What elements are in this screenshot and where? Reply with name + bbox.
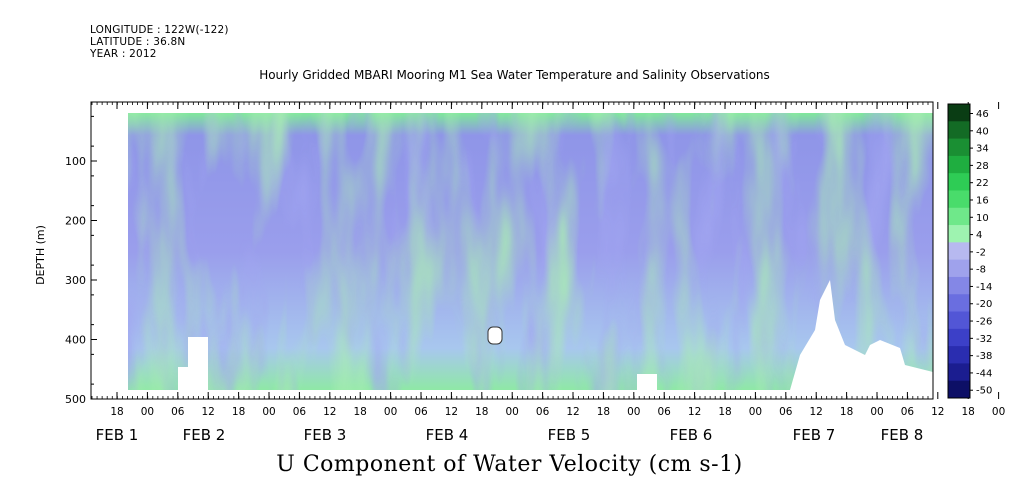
- colorbar-swatch: [948, 155, 970, 174]
- x-hour-label: 12: [323, 406, 336, 418]
- colorbar-swatch: [948, 242, 970, 261]
- x-hour-label: 00: [992, 406, 1005, 418]
- colorbar-frame: [947, 103, 971, 399]
- x-hour-label: 12: [931, 406, 944, 418]
- x-hour-label: 00: [870, 406, 883, 418]
- x-hour-label: 00: [506, 406, 519, 418]
- x-date-label: FEB 4: [426, 426, 469, 444]
- colorbar-swatch: [948, 173, 970, 191]
- x-hour-label: 18: [110, 406, 123, 418]
- chart-title: Hourly Gridded MBARI Mooring M1 Sea Wate…: [259, 68, 770, 82]
- x-date-label: FEB 3: [304, 426, 347, 444]
- colorbar-swatch: [948, 346, 970, 364]
- missing-data-region: [487, 326, 503, 345]
- x-date-label: FEB 7: [793, 426, 836, 444]
- colorbar-label: -8: [976, 265, 986, 276]
- colorbar-swatch: [948, 328, 970, 347]
- colorbar-swatch: [948, 190, 970, 209]
- x-hour-label: 00: [141, 406, 154, 418]
- longitude-label: LONGITUDE : 122W(-122): [90, 24, 229, 36]
- x-hour-label: 18: [840, 406, 853, 418]
- colorbar-swatch: [948, 294, 970, 313]
- colorbar-swatch: [948, 207, 970, 226]
- colorbar-swatch: [948, 138, 970, 157]
- x-date-label: FEB 5: [548, 426, 591, 444]
- y-tick-label: 200: [65, 215, 86, 228]
- x-hour-label: 18: [962, 406, 975, 418]
- no-data-margin: [128, 390, 933, 399]
- x-hour-label: 06: [293, 406, 307, 418]
- colorbar-swatch: [948, 121, 970, 140]
- x-date-label: FEB 6: [670, 426, 713, 444]
- colorbar-label: 22: [976, 178, 989, 189]
- x-date-label: FEB 8: [881, 426, 924, 444]
- x-date-label: FEB 1: [96, 426, 139, 444]
- x-hour-label: 06: [779, 406, 793, 418]
- colorbar-label: 40: [976, 126, 989, 137]
- colorbar-label: 16: [976, 195, 989, 206]
- colorbar-label: -38: [976, 351, 992, 362]
- x-hour-label: 18: [354, 406, 367, 418]
- missing-data-region: [188, 337, 208, 372]
- colorbar-swatch: [948, 225, 970, 243]
- y-tick-label: 300: [65, 274, 86, 287]
- x-hour-label: 06: [901, 406, 915, 418]
- colorbar-swatch: [948, 259, 970, 278]
- colorbar-label: 46: [976, 109, 989, 120]
- x-hour-label: 12: [445, 406, 458, 418]
- y-tick-label: 100: [65, 155, 86, 168]
- x-hour-label: 06: [658, 406, 672, 418]
- x-hour-label: 00: [262, 406, 275, 418]
- colorbar-label: -44: [976, 368, 992, 379]
- y-tick-label: 500: [65, 393, 86, 406]
- year-label: YEAR : 2012: [90, 48, 157, 60]
- bottom-title: U Component of Water Velocity (cm s-1): [276, 452, 743, 477]
- colorbar-label: 28: [976, 161, 989, 172]
- colorbar-label: 34: [976, 144, 989, 155]
- x-hour-label: 12: [566, 406, 579, 418]
- x-hour-label: 18: [597, 406, 610, 418]
- y-tick-label: 400: [65, 334, 86, 347]
- colorbar-label: 10: [976, 213, 989, 224]
- colorbar-label: -14: [976, 282, 992, 293]
- colorbar-label: -50: [976, 386, 992, 397]
- missing-data-region: [637, 374, 657, 390]
- x-hour-label: 18: [475, 406, 488, 418]
- missing-data-region: [790, 280, 933, 392]
- colorbar-swatch: [948, 363, 970, 382]
- x-date-label: FEB 2: [183, 426, 226, 444]
- data-field-green-texture: [128, 113, 933, 390]
- colorbar-swatch: [948, 311, 970, 330]
- x-hour-label: 12: [688, 406, 701, 418]
- colorbar-label: -32: [976, 334, 992, 345]
- colorbar-label: -20: [976, 299, 992, 310]
- colorbar-swatch: [948, 276, 970, 295]
- latitude-label: LATITUDE : 36.8N: [90, 36, 186, 48]
- x-hour-label: 06: [414, 406, 428, 418]
- x-hour-label: 18: [718, 406, 731, 418]
- y-axis-label: DEPTH (m): [34, 225, 47, 285]
- x-hour-label: 00: [384, 406, 397, 418]
- x-hour-label: 00: [749, 406, 762, 418]
- colorbar-label: -26: [976, 317, 992, 328]
- x-hour-label: 12: [810, 406, 823, 418]
- colorbar-swatch: [948, 104, 970, 122]
- x-hour-label: 12: [202, 406, 215, 418]
- colorbar-swatch: [948, 380, 970, 399]
- colorbar-label: 4: [976, 230, 982, 241]
- x-hour-label: 00: [627, 406, 640, 418]
- x-hour-label: 06: [171, 406, 185, 418]
- x-hour-label: 06: [536, 406, 550, 418]
- colorbar-label: -2: [976, 247, 986, 258]
- x-hour-label: 18: [232, 406, 245, 418]
